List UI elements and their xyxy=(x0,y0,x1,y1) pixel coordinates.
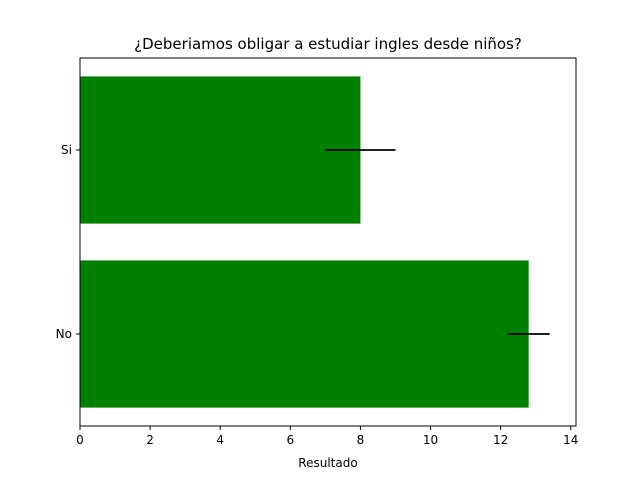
y-tick-label: Si xyxy=(61,143,72,157)
x-tick-label: 10 xyxy=(423,433,438,447)
chart-title: ¿Deberiamos obligar a estudiar ingles de… xyxy=(134,35,522,53)
x-tick-label: 12 xyxy=(493,433,508,447)
x-tick-label: 0 xyxy=(76,433,84,447)
x-tick-label: 8 xyxy=(357,433,365,447)
y-tick-label: No xyxy=(56,327,72,341)
x-tick-label: 14 xyxy=(563,433,578,447)
x-tick-label: 4 xyxy=(216,433,224,447)
x-tick-label: 2 xyxy=(146,433,154,447)
x-tick-label: 6 xyxy=(286,433,294,447)
bar-no xyxy=(80,260,529,408)
x-axis-label: Resultado xyxy=(298,456,357,470)
plot-frame xyxy=(79,57,577,427)
bar-si xyxy=(80,76,361,224)
